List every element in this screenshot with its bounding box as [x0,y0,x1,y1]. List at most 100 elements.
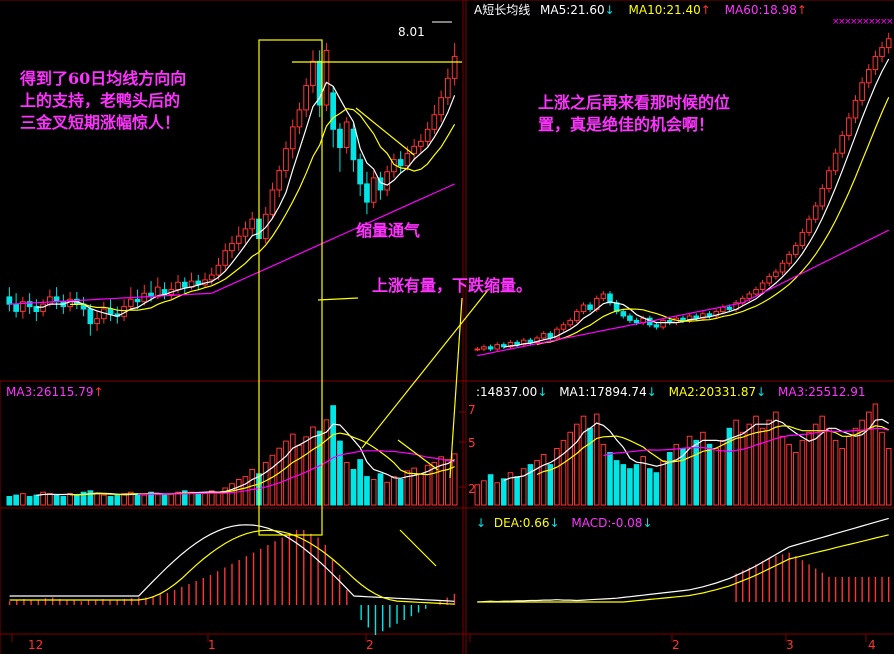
right-volume-bar [514,476,520,506]
note-shrink: 缩量通气 [356,221,421,240]
volume-bar [404,470,411,506]
left-macd-bars [8,530,456,635]
right-candle-body [753,289,759,295]
volume-bar [357,459,363,506]
right-x-label-4: 4 [868,638,876,652]
candle-body [411,145,417,155]
right-vol-ma3: MA3:25512.91 [777,385,866,399]
candle-body [289,126,296,150]
right-macd-dea: DEA:0.66 [493,516,550,530]
candle-body [175,281,181,291]
right-vol-ma-purple [603,427,889,457]
candle-body [296,109,303,128]
volume-bar [276,447,283,506]
right-macd-prefix: ↓ [476,516,487,530]
volume-bar [208,490,215,506]
volume-bar [451,453,458,506]
right-vol-ma1: MA1:17894.74 [559,385,647,399]
right-candle-body [686,315,693,321]
right-volume-bar [726,427,733,506]
volume-bar [370,479,377,506]
left-x-label-1: 1 [208,638,216,652]
right-volume-bar [739,431,746,506]
right-volume-bar [574,423,580,506]
candle-body [357,159,363,185]
right-volume-ma-lines [503,418,890,481]
right-volume-bar [839,448,846,506]
right-volume-bar [633,464,640,506]
right-volume-bar [627,468,633,506]
right-candle-body [773,271,779,277]
right-legend-ma10-arrow: ↑ [700,3,711,17]
right-candle-body [700,313,706,319]
vol-ma-purple [137,450,455,495]
volume-bar [53,494,60,506]
left-vol-header: MA3:26115.79↑ [6,385,104,399]
right-volume-bar [666,452,673,506]
volume-bar [262,461,269,506]
ma60-line [9,183,455,305]
candle-body [337,128,343,149]
volume-bar [26,496,33,506]
volume-bar [330,405,336,506]
candle-body [127,298,134,308]
volume-bar [154,493,161,506]
volume-bar [445,459,451,506]
right-volume-bar [799,439,806,506]
right-ma5-line [503,58,890,348]
arrow-price-dip [355,107,415,156]
candle-body [431,114,438,130]
right-volume-bar [746,423,753,506]
right-legend: A短长均线 MA5:21.60↓ MA10:21.40↑ MA60:18.98↑ [474,3,807,17]
volume-bar [6,496,13,506]
right-volume-bar [607,452,613,506]
right-volume-bar [640,456,647,506]
right-volume-bar [494,482,500,506]
right-candle-body [832,152,839,172]
volume-bar [148,491,154,506]
right-top-marker: × [844,17,852,27]
right-vol-ma0-arrow: ↓ [537,385,548,399]
right-volume-bar [733,419,739,506]
right-candle-body [574,311,580,321]
arrow-volume-down [361,289,489,449]
right-volume-bar [859,419,865,506]
right-candle-body [726,306,733,310]
right-top-marker: × [832,17,840,27]
left-annotation-line-2: 上的支持，老鸭头后的 [20,91,181,110]
right-volume-bar [879,431,885,506]
right-volume-bar [647,468,653,506]
right-candle-body [885,38,892,49]
volume-bar [438,456,444,506]
right-candle-body [812,205,819,220]
candle-body [445,77,451,99]
right-volume-bar [793,452,799,506]
candle-body [107,308,114,315]
right-candle-body [474,348,481,351]
candle-body [370,177,377,203]
right-macd-val-arrow: ↓ [642,516,653,530]
right-price-candles [474,32,892,352]
right-annotation: 上涨之后再来看那时候的位 置，真是绝佳的机会啊！ [538,92,730,136]
right-volume-bar [846,435,852,506]
vol-ma-yellow [70,432,455,496]
right-top-marker: × [856,17,864,27]
candle-body [235,235,242,244]
volume-bar [431,461,438,506]
volume-bar [337,440,343,506]
candle-body [134,298,141,303]
right-candle-body [872,55,879,71]
vol-tick-2: 2 [468,482,476,496]
volume-bar [195,493,202,506]
right-volume-bar [481,480,487,506]
right-price-ma-lines: ×××××××××× [477,17,894,357]
right-annotation-line-1: 上涨之后再来看那时候的位 [538,93,731,112]
volume-bar [67,493,73,506]
candle-body [343,121,350,148]
volume-bar [40,491,46,506]
right-volume-bar [852,427,859,506]
volume-bar [107,496,114,506]
right-candle-body [826,170,832,189]
right-volume-bar [766,419,773,506]
right-volume-bar [520,468,527,506]
